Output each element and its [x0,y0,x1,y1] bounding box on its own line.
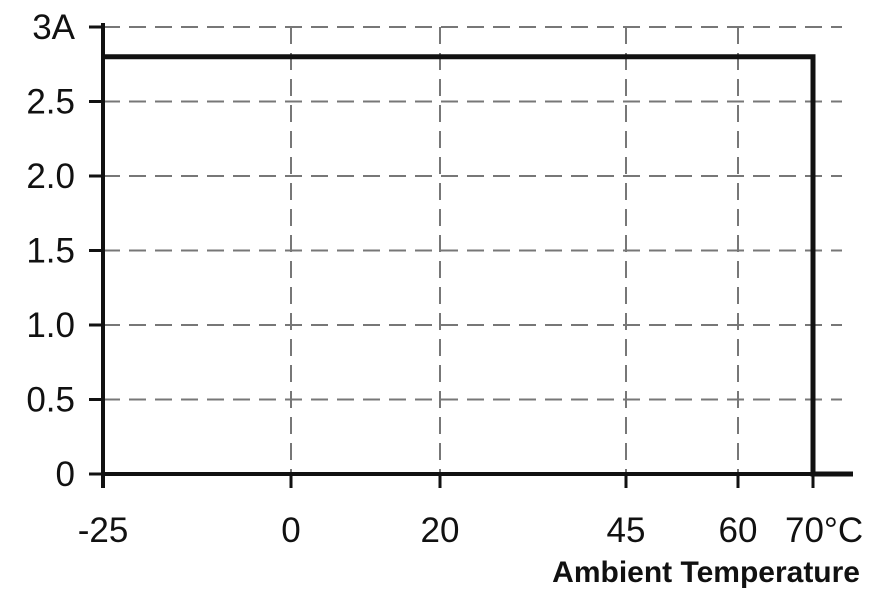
x-tick-label: -25 [78,511,129,550]
x-tick-label: 20 [421,511,460,550]
axes [101,23,853,488]
x-tick-label: 45 [607,511,646,550]
y-tick-label: 0.5 [26,381,75,420]
series-line [103,54,853,477]
x-tick-label: 0 [281,511,300,550]
tick-labels: 00.51.01.52.02.53A-25 0 20 45 60 70°C [26,8,863,550]
plot-area [103,54,853,477]
grid-lines [103,26,842,474]
y-tick-label: 0 [56,455,75,494]
y-tick-label: 2.5 [26,83,75,122]
y-tick-label: 1.0 [26,306,75,345]
x-tick-label: 70°C [785,511,863,550]
y-tick-label: 1.5 [26,232,75,271]
x-axis-title: Ambient Temperature [552,556,860,589]
x-tick-label: 60 [719,511,758,550]
y-tick-label: 3A [32,8,75,47]
y-tick-label: 2.0 [26,157,75,196]
tick-marks [89,25,815,488]
